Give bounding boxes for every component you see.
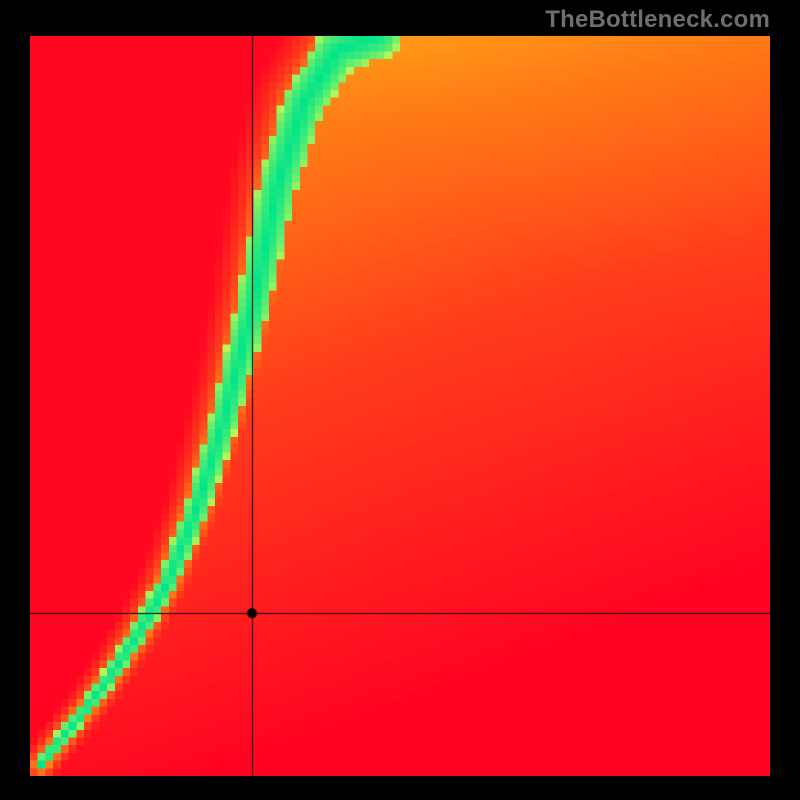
chart-container: { "watermark": { "text": "TheBottleneck.… <box>0 0 800 800</box>
bottleneck-heatmap <box>30 36 770 776</box>
watermark-text: TheBottleneck.com <box>545 6 770 34</box>
